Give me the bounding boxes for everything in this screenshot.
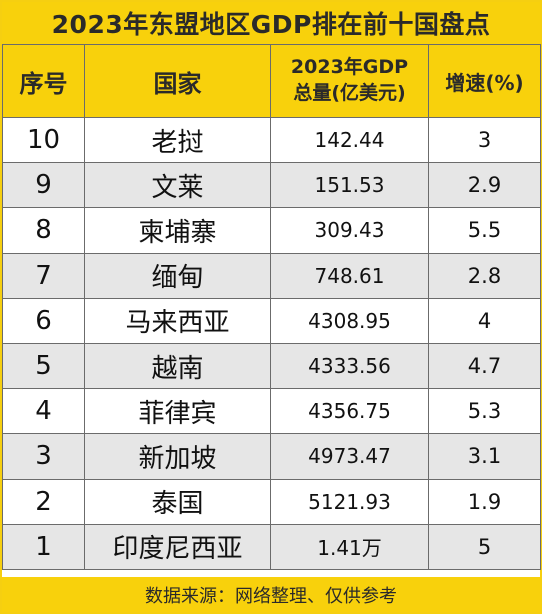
country-cell: 马来西亚 xyxy=(84,297,271,344)
growth-cell: 5.5 xyxy=(428,207,541,254)
rank-cell: 3 xyxy=(2,433,85,480)
rank-cell: 5 xyxy=(2,342,85,390)
rank-cell: 10 xyxy=(2,116,85,164)
table-header: 序号 国家 2023年GDP 总量(亿美元) 增速(%) xyxy=(2,44,541,118)
header-country: 国家 xyxy=(84,44,271,118)
gdp-cell: 5121.93 xyxy=(270,478,429,525)
country-cell: 文莱 xyxy=(84,162,271,209)
table-row: 6 马来西亚 4308.95 4 xyxy=(2,297,541,344)
header-gdp-line1: 2023年GDP xyxy=(290,56,409,79)
gdp-cell: 142.44 xyxy=(270,116,429,164)
table-row: 9 文莱 151.53 2.9 xyxy=(2,162,541,209)
header-gdp: 2023年GDP 总量(亿美元) xyxy=(270,44,429,118)
gdp-cell: 4356.75 xyxy=(270,388,429,435)
rank-cell: 1 xyxy=(2,523,85,570)
growth-cell: 1.9 xyxy=(428,478,541,525)
table-body: 10 老挝 142.44 3 9 文莱 151.53 2.9 8 柬埔寨 309… xyxy=(2,116,541,570)
table-row: 8 柬埔寨 309.43 5.5 xyxy=(2,207,541,254)
source-note: 数据来源：网络整理、仅供参考 xyxy=(2,577,540,612)
header-growth: 增速(%) xyxy=(428,44,541,118)
country-cell: 新加坡 xyxy=(84,433,271,480)
growth-cell: 3.1 xyxy=(428,433,541,480)
growth-cell: 2.9 xyxy=(428,162,541,209)
table-row: 10 老挝 142.44 3 xyxy=(2,116,541,164)
table-row: 7 缅甸 748.61 2.8 xyxy=(2,252,541,299)
country-cell: 菲律宾 xyxy=(84,388,271,435)
header-rank: 序号 xyxy=(2,44,85,118)
country-cell: 柬埔寨 xyxy=(84,207,271,254)
header-row: 序号 国家 2023年GDP 总量(亿美元) 增速(%) xyxy=(2,44,541,118)
gdp-cell: 4333.56 xyxy=(270,342,429,390)
table-row: 4 菲律宾 4356.75 5.3 xyxy=(2,388,541,435)
country-cell: 泰国 xyxy=(84,478,271,525)
country-cell: 越南 xyxy=(84,342,271,390)
table-row: 1 印度尼西亚 1.41万 5 xyxy=(2,523,541,570)
gdp-cell: 1.41万 xyxy=(270,523,429,570)
growth-cell: 4.7 xyxy=(428,342,541,390)
rank-cell: 9 xyxy=(2,162,85,209)
rank-cell: 8 xyxy=(2,207,85,254)
gdp-cell: 4308.95 xyxy=(270,297,429,344)
header-gdp-line2: 总量(亿美元) xyxy=(293,82,406,104)
rank-cell: 6 xyxy=(2,297,85,344)
rank-cell: 7 xyxy=(2,252,85,299)
table-row: 5 越南 4333.56 4.7 xyxy=(2,342,541,390)
growth-cell: 5.3 xyxy=(428,388,541,435)
rank-cell: 2 xyxy=(2,478,85,525)
gdp-cell: 309.43 xyxy=(270,207,429,254)
country-cell: 缅甸 xyxy=(84,252,271,299)
gdp-table: 序号 国家 2023年GDP 总量(亿美元) 增速(%) 10 老挝 142.4… xyxy=(2,44,541,570)
country-cell: 老挝 xyxy=(84,116,271,164)
growth-cell: 4 xyxy=(428,297,541,344)
gdp-cell: 151.53 xyxy=(270,162,429,209)
growth-cell: 2.8 xyxy=(428,252,541,299)
table-row: 3 新加坡 4973.47 3.1 xyxy=(2,433,541,480)
growth-cell: 3 xyxy=(428,116,541,164)
page-title: 2023年东盟地区GDP排在前十国盘点 xyxy=(2,2,540,44)
gdp-cell: 748.61 xyxy=(270,252,429,299)
country-cell: 印度尼西亚 xyxy=(84,523,271,570)
table-row: 2 泰国 5121.93 1.9 xyxy=(2,478,541,525)
growth-cell: 5 xyxy=(428,523,541,570)
rank-cell: 4 xyxy=(2,388,85,435)
gdp-cell: 4973.47 xyxy=(270,433,429,480)
